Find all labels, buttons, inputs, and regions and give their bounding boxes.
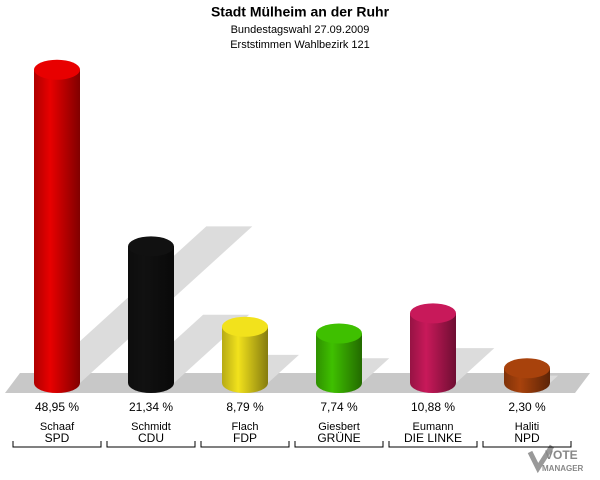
category-bracket (106, 441, 196, 448)
bar (410, 313, 456, 383)
bar-top (222, 316, 268, 337)
chart-title: Stadt Mülheim an der Ruhr (211, 4, 390, 20)
bar (128, 246, 174, 383)
bar-top (316, 323, 362, 344)
value-label: 7,74 % (320, 400, 358, 414)
logo-check (527, 444, 555, 474)
category-bracket (294, 441, 384, 448)
category-bracket (12, 441, 102, 448)
category-bracket (200, 441, 290, 448)
floor (5, 373, 590, 393)
logo: VOTE MANAGER (527, 444, 584, 474)
logo-text: MANAGER (542, 464, 584, 473)
value-label: 2,30 % (508, 400, 546, 414)
category-bracket (388, 441, 478, 448)
candidate-label: Giesbert (318, 421, 360, 433)
x-tick-label: GRÜNE (317, 431, 360, 445)
x-tick-label: FDP (233, 431, 257, 445)
value-label: 21,34 % (129, 400, 173, 414)
logo-text: VOTE (545, 448, 578, 462)
bar-top (34, 59, 80, 80)
bar-top (128, 236, 174, 257)
x-tick-label: DIE LINKE (404, 431, 462, 445)
bar-top (410, 303, 456, 324)
chart-subtitle: Erststimmen Wahlbezirk 121 (230, 39, 370, 51)
value-label: 8,79 % (226, 400, 264, 414)
x-tick-label: NPD (514, 431, 540, 445)
x-tick-label: CDU (138, 431, 164, 445)
candidate-label: Schaaf (40, 421, 75, 433)
chart-subtitle: Bundestagswahl 27.09.2009 (231, 24, 370, 36)
candidate-label: Schmidt (131, 421, 171, 433)
candidate-label: Eumann (413, 421, 454, 433)
candidate-label: Flach (232, 421, 259, 433)
value-label: 10,88 % (411, 400, 455, 414)
value-label: 48,95 % (35, 400, 79, 414)
x-tick-label: SPD (45, 431, 70, 445)
bar (34, 69, 80, 383)
candidate-label: Haliti (515, 421, 539, 433)
category-bracket (482, 441, 572, 448)
bar-top (504, 358, 550, 379)
